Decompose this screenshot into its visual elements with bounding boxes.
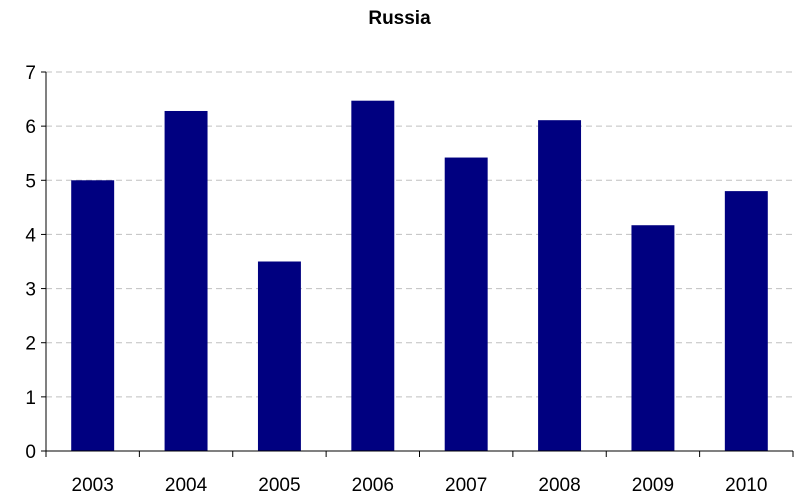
y-tick-labels: 0 1 2 3 4 5 6 7 [25, 63, 36, 463]
y-tick-label: 3 [25, 280, 36, 301]
x-tick-label: 2010 [725, 475, 767, 496]
y-tick-label: 5 [25, 171, 36, 192]
bar-2010 [724, 191, 768, 451]
y-tick-label: 7 [25, 63, 36, 84]
bar-2005 [257, 261, 301, 451]
y-tick-label: 2 [25, 334, 36, 355]
x-tick-label: 2008 [538, 475, 580, 496]
bar-2003 [71, 180, 115, 452]
x-tick-label: 2003 [72, 475, 114, 496]
bars [71, 100, 768, 452]
y-tick-label: 0 [25, 442, 36, 463]
bar-2008 [538, 120, 582, 452]
x-tick-labels: 2003 2004 2005 2006 2007 2008 2009 2010 [72, 475, 768, 496]
bar-2007 [444, 157, 488, 451]
x-tick-label: 2007 [445, 475, 487, 496]
x-tick-label: 2006 [352, 475, 394, 496]
y-tick-label: 1 [25, 388, 36, 409]
bar-2009 [631, 225, 675, 451]
x-tick-label: 2004 [165, 475, 208, 496]
gridlines [46, 71, 793, 398]
y-tick-label: 4 [25, 225, 36, 246]
axes [41, 71, 794, 457]
bar-2004 [164, 110, 208, 452]
chart-title: Russia [368, 8, 431, 29]
bar-2006 [351, 100, 395, 452]
y-tick-label: 6 [25, 117, 36, 138]
x-tick-label: 2005 [258, 475, 300, 496]
x-tick-label: 2009 [632, 475, 674, 496]
